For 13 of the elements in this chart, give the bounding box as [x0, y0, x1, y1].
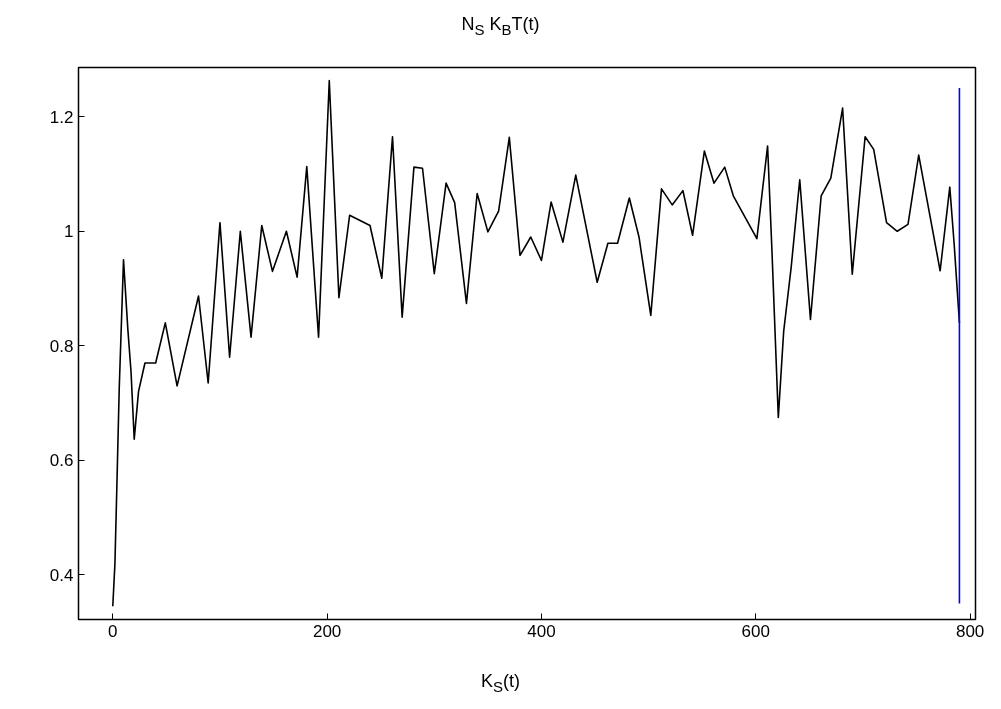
y-tick-label: 1.2: [49, 107, 74, 127]
y-tick-label: 1: [64, 222, 74, 242]
x-tick-label: 600: [741, 621, 770, 641]
y-tick-label: 0.8: [49, 336, 74, 356]
x-tick-label: 0: [108, 621, 118, 641]
x-tick-label: 200: [312, 621, 342, 641]
y-tick-label: 0.6: [49, 451, 74, 471]
line-series: [111, 79, 961, 608]
x-tick-label: 400: [527, 621, 556, 641]
y-tick-label: 0.4: [49, 565, 74, 585]
x-axis-title: K$_{S}$(t): [480, 670, 521, 697]
x-tick-label: 800: [955, 621, 985, 641]
chart-title: N$_{S}$ K$_{B}$T(t): [460, 13, 541, 40]
